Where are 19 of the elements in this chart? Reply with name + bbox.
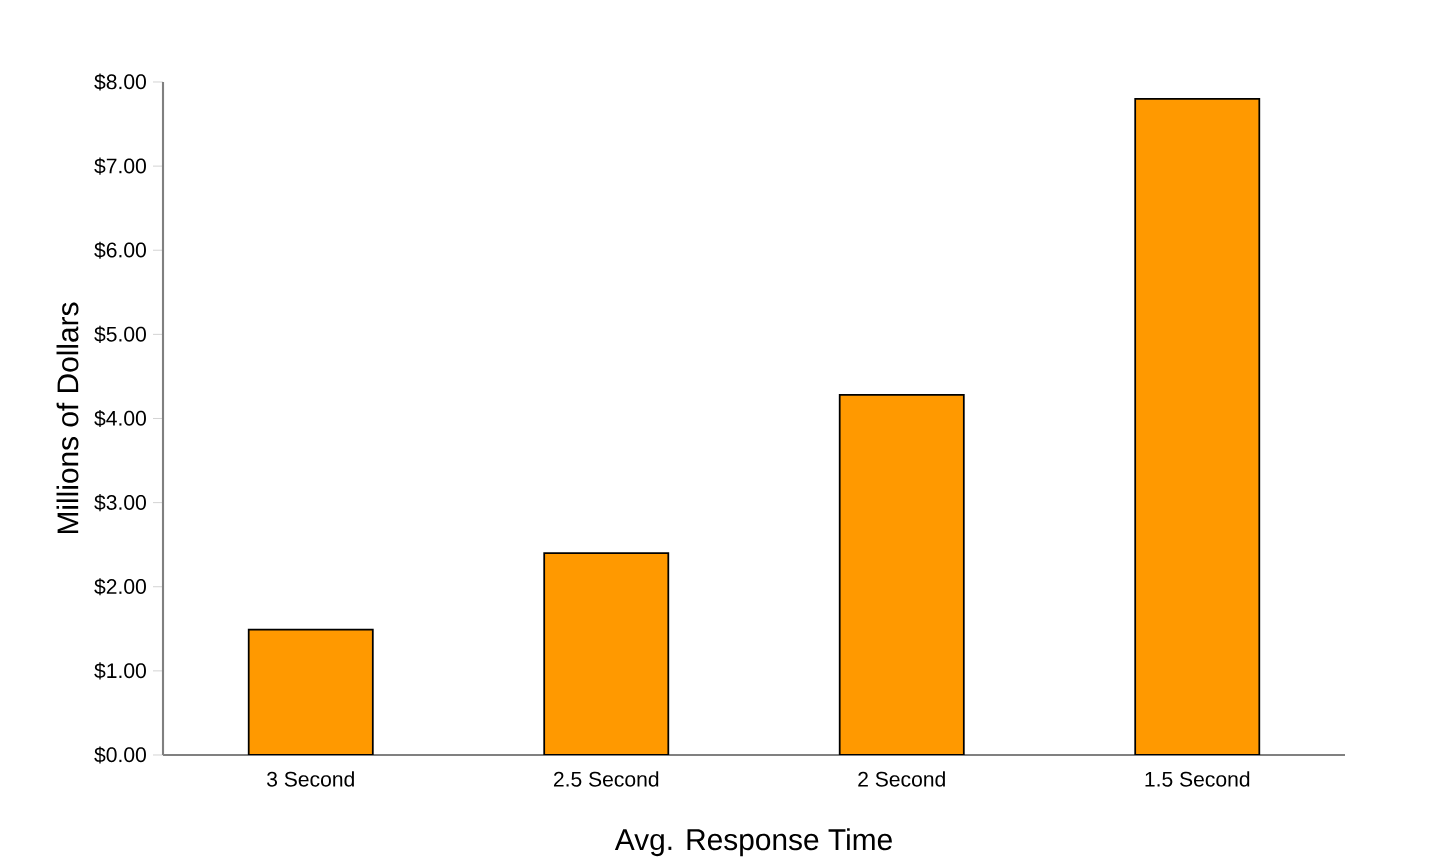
- y-tick-label: $7.00: [94, 157, 146, 175]
- x-tick-label: 2 Second: [858, 771, 945, 787]
- y-tick-label: $3.00: [94, 494, 146, 512]
- x-tick-label: 3 Second: [267, 771, 354, 787]
- y-tick-label: $5.00: [94, 325, 146, 343]
- x-tick-label: 2.5 Second: [553, 771, 659, 787]
- x-tick-label: 1.5 Second: [1145, 771, 1250, 787]
- y-axis-title: Millions of Dollars: [56, 302, 79, 534]
- y-tick-label: $2.00: [94, 578, 146, 596]
- y-tick-label: $4.00: [94, 409, 146, 428]
- y-tick-label: $0.00: [94, 746, 146, 764]
- bar: [247, 628, 374, 755]
- x-axis-title: Avg. Response Time: [614, 828, 892, 857]
- bar: [838, 394, 965, 755]
- bar: [1134, 97, 1261, 755]
- bar: [543, 552, 670, 755]
- y-tick-label: $6.00: [94, 241, 146, 259]
- y-tick-label: $1.00: [94, 662, 146, 680]
- y-tick-label: $8.00: [94, 73, 146, 91]
